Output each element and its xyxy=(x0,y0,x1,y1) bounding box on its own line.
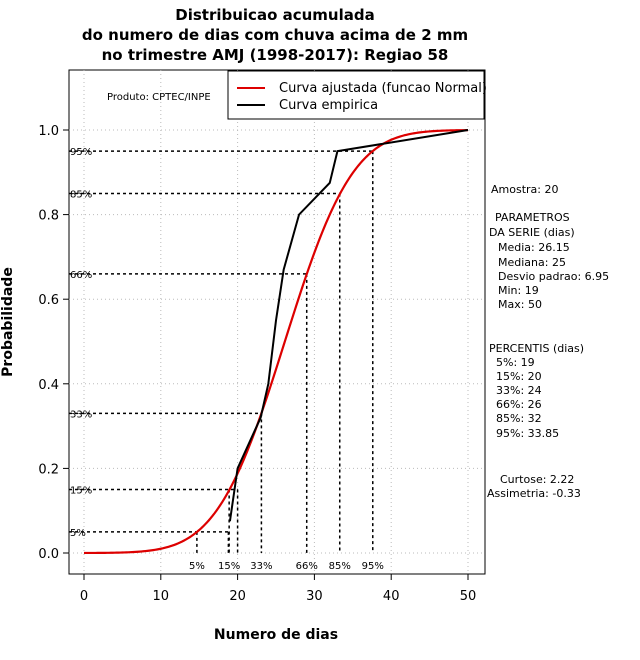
fitted-normal-curve xyxy=(84,129,469,555)
y-tick-label-3: 0.6 xyxy=(38,293,59,308)
y-tick-label-0: 0.0 xyxy=(38,547,59,562)
percentile-x-label-1: 15% xyxy=(218,561,240,572)
percentil-95: 95%: 33.85 xyxy=(496,427,559,440)
curves xyxy=(84,129,469,555)
x-axis: 0 10 20 30 40 50 xyxy=(80,574,476,604)
percentile-y-label-1: 15% xyxy=(70,486,92,497)
percentile-x-label-2: 33% xyxy=(250,561,272,572)
param-max: Max: 50 xyxy=(498,298,542,311)
legend-box xyxy=(227,70,485,120)
chart-title-line-2: do numero de dias com chuva acima de 2 m… xyxy=(82,26,468,44)
y-tick-label-5: 1.0 xyxy=(38,124,59,139)
y-tick-label-1: 0.2 xyxy=(38,462,59,477)
legend: Curva ajustada (funcao Normal) Curva emp… xyxy=(227,70,487,120)
params-heading: PARAMETROS xyxy=(495,211,570,224)
legend-label-fitted: Curva ajustada (funcao Normal) xyxy=(279,81,487,96)
x-tick-label-0: 0 xyxy=(80,589,88,604)
params-subheading: DA SERIE (dias) xyxy=(489,226,575,239)
empirical-curve xyxy=(228,129,469,522)
plot-frame xyxy=(68,69,486,575)
percentil-85: 85%: 32 xyxy=(496,412,542,425)
percentile-x-label-5: 95% xyxy=(362,561,384,572)
stats-panel: Amostra: 20 PARAMETROS DA SERIE (dias) M… xyxy=(487,183,609,500)
param-min: Min: 19 xyxy=(498,284,539,297)
y-axis: 0.0 0.2 0.4 0.6 0.8 1.0 xyxy=(38,124,69,562)
chart-title-line-3: no trimestre AMJ (1998-2017): Regiao 58 xyxy=(102,46,449,64)
sample-size-text: Amostra: 20 xyxy=(491,183,558,196)
percentile-x-label-3: 66% xyxy=(296,561,318,572)
percentile-y-label-4: 85% xyxy=(70,189,92,200)
percentil-5: 5%: 19 xyxy=(496,356,535,369)
y-tick-label-2: 0.4 xyxy=(38,378,59,393)
chart-title-line-1: Distribuicao acumulada xyxy=(175,6,374,24)
skewness-text: Assimetria: -0.33 xyxy=(487,487,581,500)
credit-text: Produto: CPTEC/INPE xyxy=(107,92,211,103)
percentil-66: 66%: 26 xyxy=(496,398,542,411)
x-tick-label-4: 40 xyxy=(383,589,400,604)
x-tick-label-5: 50 xyxy=(460,589,477,604)
param-mean: Media: 26.15 xyxy=(498,241,570,254)
percentile-lines xyxy=(69,150,374,553)
kurtosis-text: Curtose: 2.22 xyxy=(500,473,574,486)
param-sd: Desvio padrao: 6.95 xyxy=(498,270,609,283)
param-median: Mediana: 25 xyxy=(498,256,566,269)
percentile-y-label-3: 66% xyxy=(70,270,92,281)
x-tick-label-2: 20 xyxy=(229,589,246,604)
legend-label-empirical: Curva empirica xyxy=(279,98,378,113)
x-tick-label-1: 10 xyxy=(153,589,170,604)
percentile-x-label-4: 85% xyxy=(329,561,351,572)
percentile-labels: 5% 5% 15% 15% 33% 33% 66% 66% 85% 85% 95% 95% xyxy=(70,147,384,572)
grid-lines xyxy=(69,70,485,574)
y-tick-label-4: 0.8 xyxy=(38,209,59,224)
x-tick-label-3: 30 xyxy=(306,589,323,604)
percentil-33: 33%: 24 xyxy=(496,384,542,397)
percentile-y-label-0: 5% xyxy=(70,528,86,539)
x-axis-label: Numero de dias xyxy=(214,627,338,643)
percentile-x-label-0: 5% xyxy=(189,561,205,572)
percentis-heading: PERCENTIS (dias) xyxy=(489,342,584,355)
percentile-y-label-2: 33% xyxy=(70,409,92,420)
y-axis-label: Probabilidade xyxy=(0,267,16,377)
percentil-15: 15%: 20 xyxy=(496,370,542,383)
percentile-y-label-5: 95% xyxy=(70,147,92,158)
